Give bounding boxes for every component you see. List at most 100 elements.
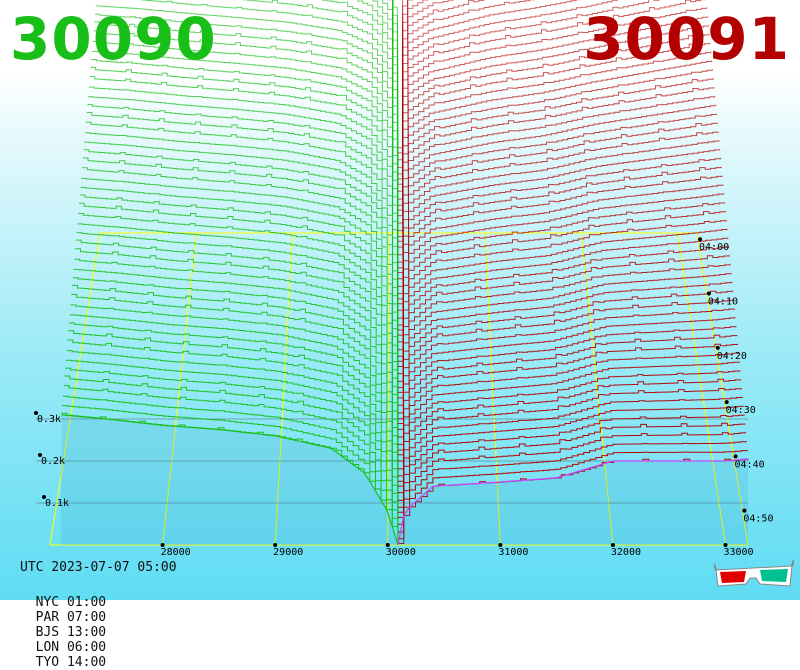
depth-profile-ask-28 xyxy=(397,149,721,326)
x-tick-mark-2 xyxy=(385,543,390,547)
depth-profile-ask-42 xyxy=(397,273,732,414)
utc-timestamp: UTC 2023-07-07 05:00 xyxy=(20,560,177,575)
depth-profile-ask-39 xyxy=(397,246,730,393)
depth-profile-ask-12 xyxy=(397,7,708,224)
depth-profile-ask-7 xyxy=(397,0,536,192)
depth-chart-3d: 28000 29000 30000 31000 32000 33000 0.1k 0.2k 0.… xyxy=(34,0,773,558)
depth-profile-ask-62 xyxy=(398,450,748,540)
depth-profile-ask-61 xyxy=(398,441,747,533)
depth-profile-bid-31 xyxy=(85,121,399,344)
depth-profile-bid-21 xyxy=(93,30,399,281)
depth-profile-bid-16 xyxy=(242,0,399,250)
3d-glasses-icon[interactable] xyxy=(714,560,794,592)
depth-profile-bid-20 xyxy=(94,21,399,275)
depth-profile-bid-55 xyxy=(67,339,399,495)
x-tick-label-3: 31000 xyxy=(498,547,528,558)
depth-profile-ask-49 xyxy=(397,334,738,456)
depth-profile-ask-18 xyxy=(397,60,713,263)
depth-profile-ask-11 xyxy=(397,0,707,217)
depth-profile-ask-16 xyxy=(397,42,711,248)
depth-area-bid xyxy=(61,414,398,545)
depth-profile-bid-54 xyxy=(68,330,399,489)
depth-profile-ask-20 xyxy=(397,78,714,273)
depth-profile-ask-55 xyxy=(397,388,742,494)
depth-profile-bid-32 xyxy=(85,132,399,351)
zone-lon: LON 06:00 xyxy=(35,640,107,655)
zone-par: PAR 07:00 xyxy=(35,610,107,625)
depth-profile-ask-23 xyxy=(397,104,717,295)
depth-profile-bid-58 xyxy=(65,367,399,514)
depth-profile-ask-37 xyxy=(397,228,728,382)
depth-profile-bid-18 xyxy=(95,5,399,263)
depth-profile-ask-6 xyxy=(397,0,485,185)
depth-profile-ask-5 xyxy=(397,0,454,180)
depth-profile-bid-11 xyxy=(387,0,399,219)
series-ask xyxy=(397,0,749,546)
depth-profile-bid-7 xyxy=(392,0,399,193)
depth-profile-bid-26 xyxy=(89,76,399,313)
series-bid xyxy=(61,0,399,546)
depth-profile-bid-25 xyxy=(90,66,399,307)
x-tick-mark-5 xyxy=(723,543,728,547)
time-tick-mark-5 xyxy=(742,508,747,513)
depth-profile-ask-54 xyxy=(397,378,742,487)
depth-profile-bid-15 xyxy=(317,0,399,244)
x-tick-mark-1 xyxy=(273,543,278,547)
depth-profile-bid-44 xyxy=(75,239,399,426)
depth-profile-ask-41 xyxy=(397,264,731,406)
depth-profile-bid-38 xyxy=(80,186,399,388)
depth-profile-ask-44 xyxy=(397,290,734,424)
depth-profile-ask-31 xyxy=(397,175,723,343)
depth-profile-bid-56 xyxy=(66,350,399,501)
depth-profile-ask-43 xyxy=(397,281,733,420)
depth-profile-bid-42 xyxy=(77,223,399,413)
z-tick-label-2: 0.3k xyxy=(37,414,61,425)
depth-profile-bid-17 xyxy=(136,0,399,256)
depth-profile-bid-45 xyxy=(75,248,399,432)
time-tick-mark-2 xyxy=(715,345,720,350)
depth-profile-bid-46 xyxy=(74,258,399,439)
z-tick-label-0: 0.1k xyxy=(45,498,69,509)
grid-line-x-5 xyxy=(677,232,726,546)
depth-profile-ask-8 xyxy=(397,0,582,200)
depth-profile-ask-40 xyxy=(397,255,730,399)
time-tick-mark-3 xyxy=(724,400,729,405)
depth-profile-bid-34 xyxy=(83,149,399,363)
depth-profile-ask-45 xyxy=(397,299,734,430)
timezone-list: NYC 01:00 PAR 07:00 BJS 13:00 LON 06:00 … xyxy=(20,580,130,670)
depth-profile-ask-27 xyxy=(397,140,720,319)
time-tick-label-1: 04:10 xyxy=(708,297,738,308)
depth-profile-bid-37 xyxy=(81,177,399,382)
depth-profile-bid-30 xyxy=(86,112,399,338)
depth-profile-bid-52 xyxy=(69,314,399,476)
depth-profile-ask-57 xyxy=(398,405,744,508)
depth-profile-bid-10 xyxy=(392,0,399,212)
depth-profile-ask-56 xyxy=(397,396,743,501)
depth-area-ask xyxy=(398,458,748,545)
depth-profile-bid-61 xyxy=(62,395,399,533)
z-tick-label-1: 0.2k xyxy=(41,456,65,467)
depth-profile-bid-22 xyxy=(92,40,399,288)
depth-profile-ask-59 xyxy=(398,422,746,518)
depth-profile-ask-48 xyxy=(397,326,737,451)
time-tick-label-0: 04:00 xyxy=(699,242,729,253)
depth-profile-ask-34 xyxy=(397,202,725,362)
chart-series xyxy=(61,0,749,546)
x-tick-label-2: 30000 xyxy=(386,547,416,558)
depth-profile-bid-23 xyxy=(92,50,399,294)
depth-profile-ask-14 xyxy=(397,25,709,237)
depth-profile-ask-17 xyxy=(397,51,712,256)
x-tick-mark-4 xyxy=(610,543,615,547)
depth-profile-ask-13 xyxy=(397,16,708,232)
depth-profile-bid-51 xyxy=(70,304,399,470)
depth-profile-ask-47 xyxy=(397,317,736,445)
depth-profile-bid-40 xyxy=(78,202,399,401)
depth-profile-ask-46 xyxy=(397,308,735,438)
depth-profile-bid-29 xyxy=(87,104,399,332)
depth-profile-ask-53 xyxy=(397,370,741,482)
x-tick-label-4: 32000 xyxy=(611,547,641,558)
time-tick-label-3: 04:30 xyxy=(726,405,756,416)
depth-profile-bid-48 xyxy=(72,277,399,451)
depth-profile-bid-19 xyxy=(95,13,399,269)
depth-profile-bid-39 xyxy=(79,194,399,395)
